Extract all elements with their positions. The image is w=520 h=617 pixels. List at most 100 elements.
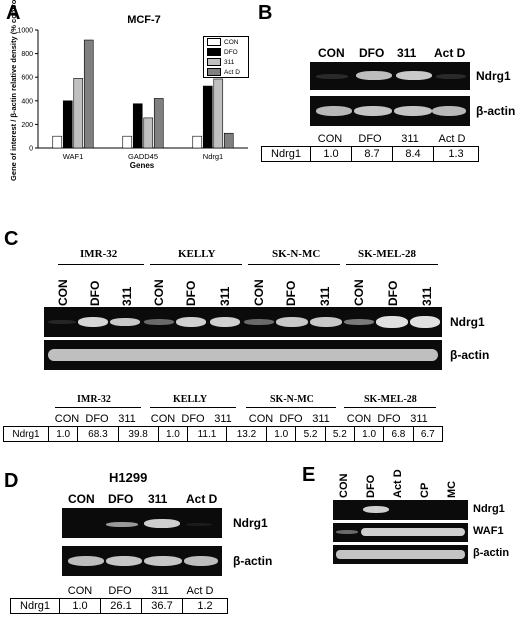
table-head: 311: [401, 133, 419, 145]
legend-swatch: [207, 68, 221, 76]
lane-label: CP: [419, 482, 431, 498]
bar-gadd45-311: [143, 117, 154, 149]
table-cell: 1.2: [182, 598, 228, 614]
row-label-ndrg1: Ndrg1: [233, 516, 268, 530]
legend-swatch: [207, 58, 221, 66]
bar-ndrg1-con: [192, 135, 203, 149]
y-axis-label: Gene of interest / β-actin relative dens…: [9, 0, 18, 181]
table-head: CON: [150, 413, 176, 425]
legend-swatch: [207, 38, 221, 46]
table-cell: 68.3: [77, 426, 119, 442]
y-tick-label: 400: [21, 98, 33, 105]
group-label: KELLY: [173, 394, 208, 405]
lane-label: 311: [420, 286, 434, 306]
group-divider: [58, 264, 144, 265]
gel-ndrg1: [62, 508, 222, 538]
table-cell: 5.2: [324, 426, 355, 442]
y-tick-label: 1000: [17, 28, 33, 35]
table-head: CON: [317, 133, 343, 145]
bar-ndrg1-311: [213, 78, 224, 149]
table-cell: 1.0: [47, 426, 78, 442]
table-head: CON: [67, 585, 93, 597]
table-head: 311: [410, 413, 428, 425]
table-head: 311: [214, 413, 232, 425]
table-cell: Ndrg1: [12, 428, 40, 440]
legend-label: 311: [224, 58, 235, 66]
lane-label: DFO: [284, 280, 298, 306]
row-label-beta-actin: β-actin: [476, 104, 516, 118]
group-label: SK-N-MC: [272, 248, 321, 260]
x-tick-label: WAF1: [63, 152, 84, 161]
table-head: Act D: [186, 585, 214, 597]
quant-table-b: Ndrg1 1.0 8.7 8.4 1.3: [261, 146, 479, 162]
legend-item: Act D: [204, 67, 248, 77]
gel-ndrg1: [310, 62, 470, 90]
table-cell: 1.0: [157, 426, 188, 442]
group-divider: [248, 264, 340, 265]
lane-label-311: 311: [397, 46, 417, 60]
lane-label: MC: [446, 480, 458, 498]
lane-label: 311: [120, 286, 134, 306]
lane-label-con: CON: [318, 46, 345, 60]
y-tick-label: 200: [21, 122, 33, 129]
x-tick-label: Ndrg1: [203, 152, 223, 161]
gel-waf1: [333, 523, 468, 542]
bar-ndrg1-actd: [223, 132, 234, 149]
table-head: 311: [312, 413, 330, 425]
bar-gadd45-con: [122, 135, 133, 149]
lane-label: DFO: [386, 280, 400, 306]
table-cell: 1.0: [266, 426, 296, 442]
bar-waf1-311: [73, 78, 84, 149]
quant-table-c: Ndrg1 1.0 68.3 39.8 1.0 11.1 13.2 1.0 5.…: [3, 426, 443, 442]
table-head: DFO: [181, 413, 205, 425]
legend-swatch: [207, 48, 221, 56]
panel-b-label: B: [258, 2, 273, 24]
lane-label: CON: [152, 279, 166, 306]
axes: [35, 29, 248, 149]
gel-ndrg1: [333, 500, 468, 520]
bar-gadd45-actd: [153, 98, 164, 149]
gel-ndrg1: [44, 307, 442, 337]
table-head: CON: [54, 413, 80, 425]
table-cell: 5.2: [295, 426, 326, 442]
legend-label: Act D: [224, 68, 240, 76]
panel-d-label: D: [4, 470, 19, 492]
table-head: DFO: [279, 413, 303, 425]
lane-label-actd: Act D: [434, 46, 466, 60]
bar-gadd45-dfo: [132, 103, 143, 149]
row-label-waf1: WAF1: [473, 525, 504, 537]
table-head: CON: [346, 413, 372, 425]
gel-beta-actin: [62, 546, 222, 576]
table-cell: 1.0: [59, 598, 101, 614]
table-head: DFO: [358, 133, 382, 145]
table-head: Act D: [438, 133, 466, 145]
row-label-ndrg1: Ndrg1: [476, 69, 511, 83]
group-divider: [346, 264, 438, 265]
group-label: IMR-32: [80, 248, 118, 260]
gel-beta-actin: [333, 545, 468, 564]
chart-legend: CON DFO 311 Act D: [203, 36, 249, 78]
row-label-beta-actin: β-actin: [233, 554, 273, 568]
table-cell: 39.8: [117, 426, 159, 442]
x-axis-label: Genes: [130, 161, 155, 170]
table-cell: 36.7: [141, 598, 183, 614]
lane-label: Act D: [392, 469, 404, 498]
row-label-ndrg1: Ndrg1: [450, 315, 485, 329]
bar-waf1-con: [52, 135, 63, 149]
table-head: 311: [151, 585, 169, 597]
y-tick-label: 600: [21, 75, 33, 82]
table-cell: 26.1: [100, 598, 142, 614]
tick-labels: 0 200 400 600 800 1000 WAF1 GADD45 Ndrg1: [17, 28, 223, 162]
group-label: KELLY: [178, 248, 216, 260]
chart-title: MCF-7: [127, 14, 161, 26]
gel-beta-actin: [44, 340, 442, 370]
group-divider: [55, 407, 141, 408]
legend-item: 311: [204, 57, 248, 67]
lane-label-dfo: DFO: [108, 492, 134, 506]
table-head: CON: [248, 413, 274, 425]
lane-label-actd: Act D: [186, 492, 218, 506]
table-cell: 6.7: [412, 426, 443, 442]
lane-label-con: CON: [68, 492, 95, 506]
row-label-beta-actin: β-actin: [450, 348, 490, 362]
table-cell: 8.7: [351, 146, 393, 162]
